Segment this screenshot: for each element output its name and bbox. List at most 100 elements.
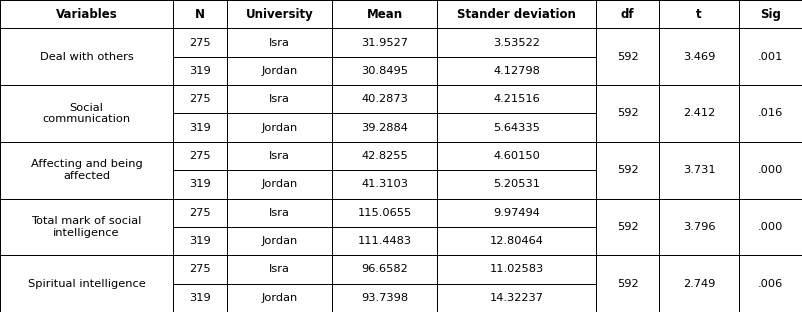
Text: 592: 592 bbox=[617, 279, 638, 289]
Text: 30.8495: 30.8495 bbox=[361, 66, 408, 76]
Bar bbox=[173, 0, 227, 28]
Bar bbox=[332, 57, 437, 85]
Text: 592: 592 bbox=[617, 165, 638, 175]
Text: .000: .000 bbox=[758, 222, 783, 232]
Bar bbox=[739, 0, 802, 28]
Text: 319: 319 bbox=[189, 293, 211, 303]
Bar bbox=[437, 227, 596, 255]
Text: 592: 592 bbox=[617, 109, 638, 119]
Text: 275: 275 bbox=[189, 208, 211, 218]
Text: 39.2884: 39.2884 bbox=[361, 123, 408, 133]
Bar bbox=[227, 114, 332, 142]
Bar bbox=[227, 198, 332, 227]
Bar bbox=[0, 198, 173, 255]
Text: Spiritual intelligence: Spiritual intelligence bbox=[27, 279, 145, 289]
Bar bbox=[173, 57, 227, 85]
Text: Isra: Isra bbox=[269, 94, 290, 104]
Bar bbox=[0, 28, 173, 85]
Text: University: University bbox=[245, 8, 314, 21]
Text: 4.12798: 4.12798 bbox=[493, 66, 541, 76]
Bar bbox=[227, 284, 332, 312]
Text: Jordan: Jordan bbox=[261, 236, 298, 246]
Bar bbox=[437, 57, 596, 85]
Text: Isra: Isra bbox=[269, 151, 290, 161]
Text: .000: .000 bbox=[758, 165, 783, 175]
Bar bbox=[0, 85, 173, 142]
Text: 319: 319 bbox=[189, 236, 211, 246]
Text: 31.9527: 31.9527 bbox=[361, 37, 408, 47]
Bar bbox=[739, 142, 802, 198]
Text: 12.80464: 12.80464 bbox=[490, 236, 544, 246]
Text: Total mark of social
intelligence: Total mark of social intelligence bbox=[31, 216, 142, 238]
Text: N: N bbox=[195, 8, 205, 21]
Bar bbox=[437, 255, 596, 284]
Bar bbox=[659, 85, 739, 142]
Bar bbox=[173, 114, 227, 142]
Text: 4.60150: 4.60150 bbox=[493, 151, 541, 161]
Bar bbox=[437, 85, 596, 114]
Bar bbox=[739, 28, 802, 85]
Bar bbox=[659, 142, 739, 198]
Text: 11.02583: 11.02583 bbox=[489, 265, 544, 275]
Text: 275: 275 bbox=[189, 94, 211, 104]
Bar bbox=[739, 255, 802, 312]
Bar bbox=[332, 255, 437, 284]
Text: 2.749: 2.749 bbox=[683, 279, 715, 289]
Text: 319: 319 bbox=[189, 123, 211, 133]
Bar bbox=[596, 85, 659, 142]
Text: Deal with others: Deal with others bbox=[39, 52, 133, 62]
Bar bbox=[596, 198, 659, 255]
Text: 319: 319 bbox=[189, 179, 211, 189]
Bar bbox=[739, 85, 802, 142]
Text: 3.469: 3.469 bbox=[683, 52, 715, 62]
Bar bbox=[173, 284, 227, 312]
Bar bbox=[332, 114, 437, 142]
Bar bbox=[437, 142, 596, 170]
Bar bbox=[173, 85, 227, 114]
Text: 40.2873: 40.2873 bbox=[361, 94, 408, 104]
Bar bbox=[596, 0, 659, 28]
Bar bbox=[227, 0, 332, 28]
Text: 41.3103: 41.3103 bbox=[361, 179, 408, 189]
Text: .001: .001 bbox=[758, 52, 783, 62]
Bar bbox=[659, 198, 739, 255]
Text: Affecting and being
affected: Affecting and being affected bbox=[30, 159, 143, 181]
Bar bbox=[332, 28, 437, 57]
Text: Mean: Mean bbox=[367, 8, 403, 21]
Text: 2.412: 2.412 bbox=[683, 109, 715, 119]
Text: 3.53522: 3.53522 bbox=[493, 37, 541, 47]
Text: Social
communication: Social communication bbox=[43, 103, 131, 124]
Text: Stander deviation: Stander deviation bbox=[457, 8, 576, 21]
Bar bbox=[596, 28, 659, 85]
Bar bbox=[173, 255, 227, 284]
Text: 5.20531: 5.20531 bbox=[493, 179, 541, 189]
Bar bbox=[659, 0, 739, 28]
Text: 275: 275 bbox=[189, 151, 211, 161]
Text: Jordan: Jordan bbox=[261, 66, 298, 76]
Text: Jordan: Jordan bbox=[261, 123, 298, 133]
Bar bbox=[227, 255, 332, 284]
Bar bbox=[227, 57, 332, 85]
Bar bbox=[227, 170, 332, 198]
Text: 592: 592 bbox=[617, 222, 638, 232]
Bar bbox=[332, 198, 437, 227]
Text: 42.8255: 42.8255 bbox=[361, 151, 408, 161]
Text: Isra: Isra bbox=[269, 208, 290, 218]
Text: Isra: Isra bbox=[269, 265, 290, 275]
Text: 275: 275 bbox=[189, 37, 211, 47]
Bar bbox=[0, 142, 173, 198]
Bar bbox=[332, 227, 437, 255]
Bar bbox=[437, 198, 596, 227]
Bar bbox=[437, 0, 596, 28]
Bar bbox=[437, 114, 596, 142]
Bar bbox=[332, 0, 437, 28]
Text: 96.6582: 96.6582 bbox=[361, 265, 408, 275]
Bar bbox=[332, 284, 437, 312]
Bar bbox=[659, 255, 739, 312]
Bar bbox=[173, 142, 227, 170]
Text: Isra: Isra bbox=[269, 37, 290, 47]
Text: 3.796: 3.796 bbox=[683, 222, 715, 232]
Text: 93.7398: 93.7398 bbox=[361, 293, 408, 303]
Text: 275: 275 bbox=[189, 265, 211, 275]
Text: Jordan: Jordan bbox=[261, 179, 298, 189]
